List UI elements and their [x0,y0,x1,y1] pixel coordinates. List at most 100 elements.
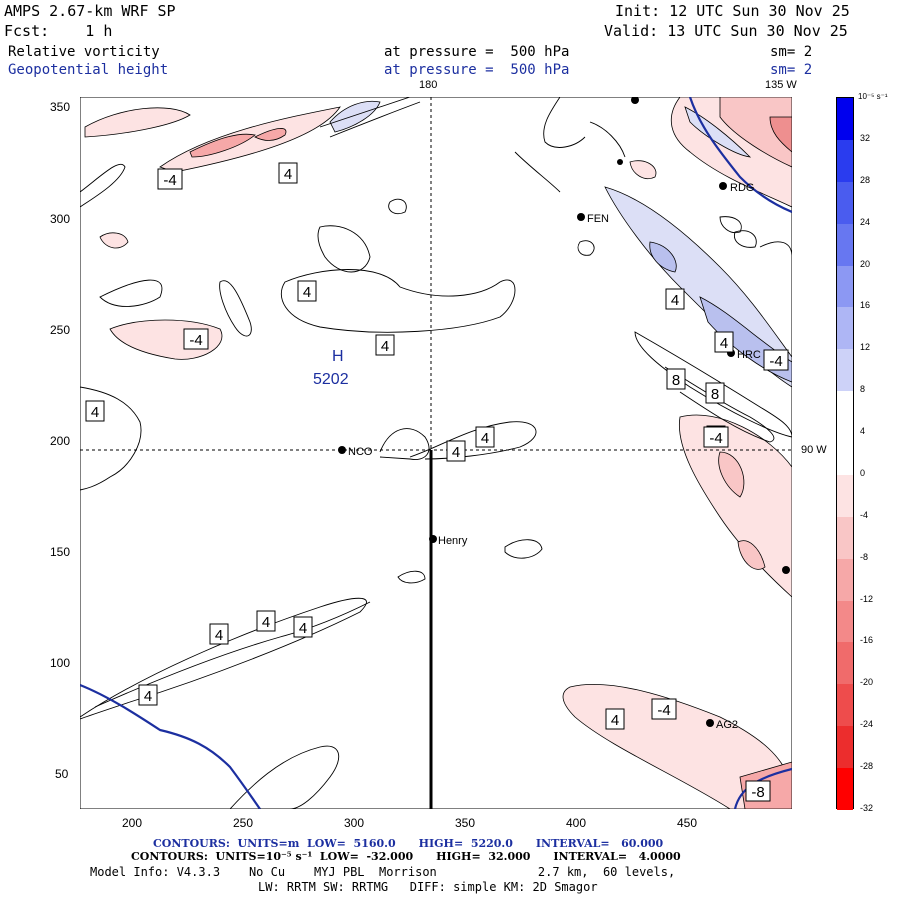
svg-text:-4: -4 [657,702,670,719]
x-tick-label: 200 [122,816,143,830]
svg-text:4: 4 [452,444,460,461]
station-label: FEN [587,213,609,225]
svg-text:4: 4 [381,338,389,355]
contour-line [317,225,371,273]
svg-text:8: 8 [711,386,719,403]
y-tick-label: 50 [55,767,69,781]
svg-text:-4: -4 [709,430,722,447]
field2-level: at pressure = 500 hPa [384,62,570,78]
colorbar-cell [837,642,853,685]
colorbar-cell [837,349,853,392]
station-label: RDG [730,182,754,194]
y-tick-label: 150 [50,545,71,559]
field1-smoothing: sm= 2 [770,44,813,60]
colorbar-tick-label: 4 [860,426,866,437]
svg-text:4: 4 [299,620,307,637]
x-tick-label: 400 [566,816,587,830]
colorbar-cell [837,98,853,141]
x-tick-label: 250 [233,816,254,830]
y-tick-label: 250 [50,323,71,337]
svg-text:4: 4 [611,712,619,729]
colorbar-tick-label: 12 [860,342,871,353]
contour-line [409,421,537,460]
neg-region-east-small [737,540,766,570]
station-dot [782,566,790,574]
contour-line [388,198,407,215]
stations: NCO Henry RDG FEN HRC AG2 [338,97,790,731]
contour-label: 4 [209,623,229,645]
colorbar-cell [837,391,853,434]
contour-label: 4 [714,331,734,353]
contour-label: -4 [763,349,789,371]
contour-line [577,240,595,256]
contour-label: -4 [703,426,729,448]
lon-180-label: 180 [419,79,438,91]
contour-line [664,366,775,443]
contour-line [99,279,163,307]
contour-line [94,601,371,708]
colorbar-cell [837,181,853,225]
contour-line [319,97,421,138]
colorbar-cell [837,558,853,602]
svg-text:4: 4 [144,688,152,705]
station-dot [617,159,623,165]
svg-text:-4: -4 [189,332,202,349]
contour-label: 4 [278,162,298,184]
station-dot [338,446,346,454]
footer-height-contours: CONTOURS: UNITS=m LOW= 5160.0 HIGH= 5220… [153,837,664,850]
colorbar-cell [837,139,853,183]
y-tick-label: 200 [50,434,71,448]
high-marker: H [332,348,344,365]
neg-region-ne-core [719,97,792,168]
contour-label: 4 [605,708,625,730]
vorticity-contours [80,97,792,809]
svg-text:4: 4 [481,430,489,447]
colorbar-tick-label: -20 [860,677,874,688]
contour-label: -4 [157,168,183,190]
lon-90w-label: 90 W [801,444,827,456]
contour-label: -4 [183,328,209,350]
station-label: Henry [438,535,468,547]
station-dot [429,535,437,543]
station-dot [577,213,585,221]
svg-text:4: 4 [720,335,728,352]
station-label: HRC [737,349,761,361]
map-plot[interactable]: H 5202 NCO Henry RDG FEN HRC AG2 -4 4 4 4 -4… [80,97,792,809]
svg-text:4: 4 [303,284,311,301]
model-title: AMPS 2.67-km WRF SP [4,2,176,20]
contour-label: -4 [651,698,677,720]
footer-physics: LW: RRTM SW: RRTMG DIFF: simple KM: 2D S… [258,880,598,894]
svg-text:4: 4 [284,166,292,183]
contour-label: 4 [446,440,466,462]
colorbar-tick-label: 32 [860,132,871,143]
colorbar-tick-label: 28 [860,174,871,185]
colorbar [836,97,854,811]
x-tick-label: 350 [455,816,476,830]
pos-region-north [329,100,381,133]
colorbar-cell [837,265,853,308]
contour-line [589,121,626,158]
contour-line [229,745,340,809]
contour-label: -8 [745,780,771,802]
colorbar-cell [837,684,853,727]
station-label: NCO [348,446,373,458]
station-dot [631,97,639,104]
contour-line [80,597,367,720]
contour-label: 4 [475,426,495,448]
field2-smoothing: sm= 2 [770,62,813,78]
contour-line [280,269,516,333]
colorbar-unit: 10⁻⁵ s⁻¹ [858,92,888,101]
colorbar-cell [837,600,853,643]
contour-label: 8 [666,368,686,390]
high-value: 5202 [313,371,349,388]
valid-time: Valid: 13 UTC Sun 30 Nov 25 [604,22,848,40]
colorbar-cell [837,768,853,811]
contour-label: 4 [665,288,685,310]
svg-text:4: 4 [262,614,270,631]
colorbar-cell [837,223,853,267]
contour-line [80,163,126,208]
svg-text:-4: -4 [769,353,782,370]
height-contour-5220 [688,97,792,214]
colorbar-cell [837,726,853,769]
neg-region-ne-strong [769,116,792,153]
